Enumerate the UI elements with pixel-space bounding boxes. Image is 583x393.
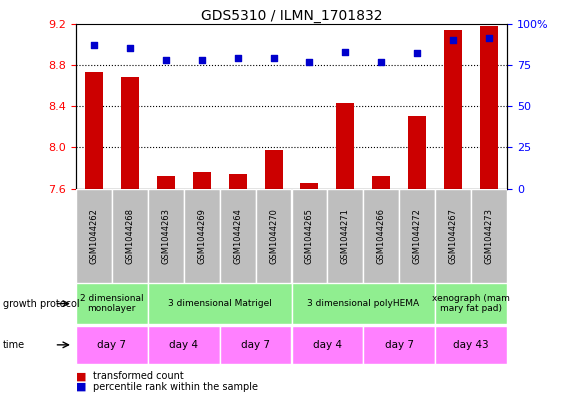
Point: [269, 55, 278, 61]
Point: [484, 35, 494, 42]
Bar: [229, 174, 247, 189]
Bar: [444, 30, 462, 189]
Text: xenograph (mam
mary fat pad): xenograph (mam mary fat pad): [433, 294, 510, 313]
Point: [377, 59, 386, 65]
Bar: [192, 172, 210, 189]
Point: [305, 59, 314, 65]
Bar: [147, 326, 220, 364]
Text: ■: ■: [76, 382, 86, 392]
Text: GSM1044264: GSM1044264: [233, 208, 242, 264]
Text: day 7: day 7: [385, 340, 414, 350]
Text: day 7: day 7: [241, 340, 270, 350]
Text: percentile rank within the sample: percentile rank within the sample: [93, 382, 258, 392]
Bar: [147, 283, 292, 324]
Bar: [76, 326, 147, 364]
Text: growth protocol: growth protocol: [3, 299, 79, 309]
Bar: [292, 283, 436, 324]
Bar: [408, 116, 426, 189]
Text: GSM1044263: GSM1044263: [161, 208, 170, 264]
Bar: [328, 189, 363, 283]
Bar: [363, 326, 436, 364]
Bar: [112, 189, 147, 283]
Text: GSM1044266: GSM1044266: [377, 208, 386, 264]
Bar: [292, 326, 363, 364]
Text: GSM1044262: GSM1044262: [89, 208, 99, 264]
Title: GDS5310 / ILMN_1701832: GDS5310 / ILMN_1701832: [201, 9, 382, 22]
Text: ■: ■: [76, 371, 86, 382]
Bar: [336, 103, 354, 189]
Bar: [373, 176, 391, 189]
Bar: [76, 189, 112, 283]
Point: [233, 55, 242, 61]
Text: 3 dimensional polyHEMA: 3 dimensional polyHEMA: [307, 299, 419, 308]
Text: GSM1044271: GSM1044271: [341, 208, 350, 264]
Text: GSM1044267: GSM1044267: [449, 208, 458, 264]
Bar: [85, 72, 103, 189]
Bar: [157, 176, 175, 189]
Bar: [184, 189, 220, 283]
Bar: [220, 326, 292, 364]
Bar: [220, 189, 255, 283]
Text: GSM1044268: GSM1044268: [125, 208, 134, 264]
Bar: [471, 189, 507, 283]
Bar: [480, 26, 498, 189]
Point: [89, 42, 99, 48]
Bar: [121, 77, 139, 189]
Text: day 7: day 7: [97, 340, 127, 350]
Text: transformed count: transformed count: [93, 371, 184, 382]
Text: day 4: day 4: [169, 340, 198, 350]
Point: [413, 50, 422, 57]
Text: 3 dimensional Matrigel: 3 dimensional Matrigel: [168, 299, 272, 308]
Bar: [436, 326, 507, 364]
Text: GSM1044272: GSM1044272: [413, 208, 422, 264]
Bar: [147, 189, 184, 283]
Bar: [292, 189, 328, 283]
Bar: [76, 283, 147, 324]
Bar: [399, 189, 436, 283]
Text: day 43: day 43: [454, 340, 489, 350]
Point: [125, 45, 134, 51]
Text: day 4: day 4: [313, 340, 342, 350]
Bar: [255, 189, 292, 283]
Bar: [265, 151, 283, 189]
Bar: [300, 184, 318, 189]
Text: GSM1044270: GSM1044270: [269, 208, 278, 264]
Text: time: time: [3, 340, 25, 350]
Text: 2 dimensional
monolayer: 2 dimensional monolayer: [80, 294, 143, 313]
Text: GSM1044265: GSM1044265: [305, 208, 314, 264]
Point: [161, 57, 170, 63]
Bar: [363, 189, 399, 283]
Bar: [436, 189, 471, 283]
Text: GSM1044269: GSM1044269: [197, 208, 206, 264]
Point: [448, 37, 458, 43]
Text: GSM1044273: GSM1044273: [484, 208, 494, 264]
Bar: [436, 283, 507, 324]
Point: [340, 48, 350, 55]
Point: [197, 57, 206, 63]
